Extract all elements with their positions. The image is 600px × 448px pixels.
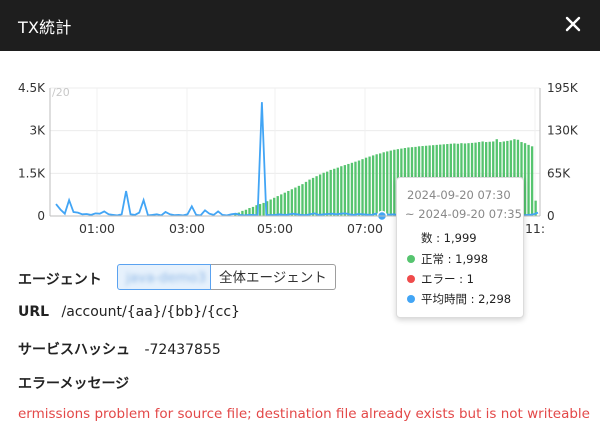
tooltip-time-start: 2024-09-20 07:30 [407,188,511,202]
bar [371,155,375,216]
error-message-text: ermissions problem for source file; dest… [18,406,590,422]
url-label: URL [18,304,50,320]
left-tick-label: 1.5K [18,166,46,180]
bar [336,167,339,216]
bar [283,192,286,216]
agent-option-selected[interactable]: java-demo3 [117,264,211,290]
agent-label: エージェント [18,272,102,288]
left-tick-label: 0 [37,209,45,223]
bar [297,185,301,216]
bar [333,168,336,216]
error-message-label: エラーメッセージ [18,376,130,392]
error-message-row: エラーメッセージ [18,373,129,393]
tooltip-avg: 平均時間 : 2,298 [407,291,511,307]
bar [386,151,389,216]
bar [350,162,354,216]
bar [329,169,332,216]
x-tick-label: 11: [525,221,545,236]
tooltip-time-end: ~ 2024-09-20 07:35 [405,207,522,221]
bar [379,153,382,216]
green-dot-icon [407,255,415,263]
service-hash-value: -72437855 [144,342,221,358]
bar [258,204,262,216]
bar [304,181,308,216]
x-tick-label: 05:00 [257,221,293,236]
bar [368,156,371,216]
bar [290,189,294,216]
bar [326,171,329,216]
bar [276,196,279,216]
bar [308,179,311,216]
right-tick-label: 130K [547,124,579,138]
blue-dot-icon [407,295,415,303]
right-tick-label: 195K [547,81,579,95]
bar [294,187,297,216]
bar [357,160,361,216]
bar [382,152,385,216]
bar [265,201,269,216]
chart-labels: 4.5K 3K 1.5K 0 195K 130K 65K 0/20 01:00 03:00 05:0… [18,81,579,236]
bar [248,208,251,216]
tooltip-error-text: エラー : 1 [421,272,475,286]
service-hash-row: サービスハッシュ -72437855 [18,339,221,359]
close-icon[interactable] [562,13,584,35]
bar [389,150,392,216]
right-tick-label: 65K [547,166,571,180]
bar [280,194,283,216]
bar [255,205,258,216]
left-tick-label: 4.5K [18,81,46,95]
dialog-titlebar: TX統計 [0,0,600,51]
bar [364,157,368,216]
red-dot-icon [407,275,415,283]
bar [311,177,315,216]
left-tick-label: 3K [29,124,46,138]
bar [393,149,396,216]
left-axis-overlay-label: /20 [52,86,70,99]
bar [269,199,272,216]
bar [347,163,350,216]
bar [287,190,290,216]
bar [530,146,534,216]
right-tick-label: 0 [547,209,555,223]
chart-tooltip: 2024-09-20 07:30 ~ 2024-09-20 07:35 数 : … [396,177,524,318]
bar [244,209,248,216]
x-tick-label: 07:00 [347,221,383,236]
bar [301,184,304,216]
bar [527,144,530,216]
bar [354,161,357,216]
bar [340,166,343,216]
url-row: URL /account/{aa}/{bb}/{cc} [18,304,240,320]
bar [523,143,527,216]
x-tick-label: 03:00 [169,221,205,236]
agent-selector: java-demo3 全体エージェント [117,264,336,290]
dialog-title: TX統計 [18,18,72,37]
tooltip-normal: 正常 : 1,998 [407,251,488,267]
tooltip-avg-text: 平均時間 : 2,298 [421,292,512,306]
bar [534,200,537,216]
bar [318,174,322,216]
url-value: /account/{aa}/{bb}/{cc} [61,304,240,320]
bar [322,172,325,216]
bar [315,176,318,216]
bar [343,165,347,216]
bar [241,210,244,216]
bar [375,154,378,216]
tooltip-error: エラー : 1 [407,271,474,287]
bar [361,159,364,216]
bar [234,214,237,216]
agent-selected-text: java-demo3 [126,270,207,286]
bar [251,206,255,216]
bar [262,202,265,216]
x-tick-label: 01:00 [79,221,115,236]
tooltip-count: 数 : 1,999 [421,231,477,245]
bar [273,197,276,216]
service-hash-label: サービスハッシュ [18,342,130,358]
agent-option-all[interactable]: 全体エージェント [211,264,336,290]
tooltip-normal-text: 正常 : 1,998 [421,252,489,266]
